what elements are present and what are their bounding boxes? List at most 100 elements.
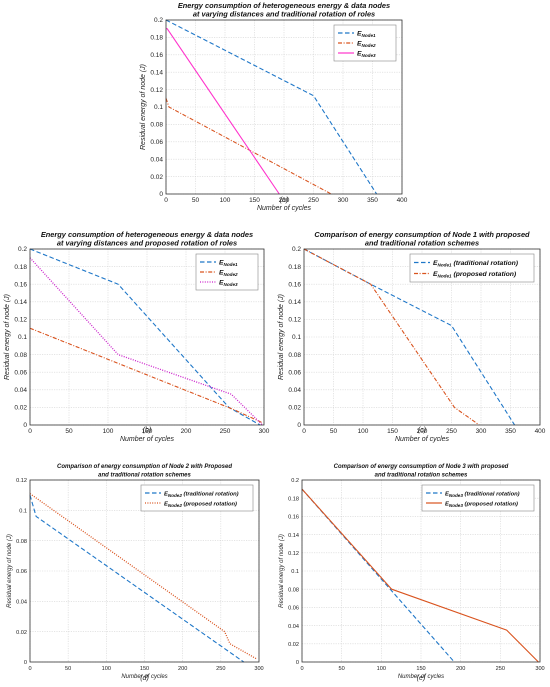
legend-label: ENode2 — [357, 40, 376, 48]
series-line-2 — [29, 327, 262, 423]
y-axis-label: Residual energy of node (J) — [4, 294, 11, 380]
y-tick-label: 0.02 — [16, 630, 27, 636]
y-tick-label: 0 — [23, 422, 27, 429]
y-tick-label: 0.1 — [154, 104, 163, 111]
y-tick-label: 0.02 — [288, 642, 299, 648]
chart-panel-e: 0 50 100 150 200 250 300 0 0.02 0.04 0.06 0.08 0.1 0.… — [279, 464, 545, 682]
x-tick-label: 300 — [535, 666, 544, 672]
panel-caption: (b) — [143, 427, 152, 434]
y-tick-label: 0.2 — [291, 478, 299, 484]
x-tick-label: 200 — [417, 428, 428, 435]
series-line-2 — [301, 488, 539, 663]
y-tick-label: 0.12 — [16, 478, 27, 484]
x-tick-label: 100 — [377, 666, 386, 672]
y-tick-label: 0.1 — [19, 509, 27, 515]
x-tick-label: 300 — [254, 666, 263, 672]
y-tick-label: 0.04 — [16, 600, 27, 606]
x-tick-label: 300 — [338, 197, 349, 204]
y-tick-label: 0.06 — [150, 139, 163, 146]
legend-label: ENode3 — [357, 50, 376, 58]
series-line-1 — [303, 248, 516, 426]
y-tick-label: 0.02 — [150, 174, 163, 181]
y-tick-label: 0.04 — [288, 624, 299, 630]
x-axis-label: Number of cycles — [257, 205, 312, 212]
x-tick-label: 200 — [178, 666, 187, 672]
x-tick-label: 50 — [65, 666, 71, 672]
x-tick-label: 100 — [358, 428, 369, 435]
chart-subtitle: and traditional rotation schemes — [365, 239, 479, 248]
y-tick-label: 0.1 — [291, 569, 299, 575]
x-tick-label: 250 — [308, 197, 319, 204]
x-tick-label: 100 — [102, 666, 111, 672]
axes-frame — [303, 248, 541, 426]
x-tick-label: 250 — [220, 428, 231, 435]
x-tick-label: 150 — [387, 428, 398, 435]
y-tick-label: 0.04 — [14, 387, 27, 394]
x-tick-label: 200 — [279, 197, 290, 204]
x-tick-label: 0 — [164, 197, 168, 204]
legend: ENode2 (traditional rotation) ENode2 (pro… — [140, 484, 254, 512]
y-tick-label: 0 — [297, 422, 301, 429]
legend: ENode1 ENode2 ENode3 — [195, 253, 259, 291]
y-tick-label: 0.1 — [18, 334, 27, 341]
y-tick-label: 0 — [24, 660, 27, 666]
y-tick-label: 0.16 — [288, 515, 299, 521]
x-tick-label: 50 — [65, 428, 73, 435]
x-tick-label: 50 — [330, 428, 338, 435]
y-tick-label: 0.12 — [150, 87, 163, 94]
x-tick-label: 0 — [300, 666, 303, 672]
panel-caption: (e) — [417, 675, 426, 682]
x-tick-label: 250 — [496, 666, 505, 672]
y-tick-label: 0.06 — [14, 369, 27, 376]
legend-label: ENode3 (traditional rotation) — [445, 491, 520, 498]
chart-panel-c: 0 50 100 150 200 250 300 350 400 0 0.02 0.04 0.06 0.0… — [278, 230, 546, 443]
x-tick-label: 50 — [192, 197, 200, 204]
x-tick-label: 350 — [367, 197, 378, 204]
x-tick-label: 200 — [181, 428, 192, 435]
x-tick-label: 150 — [142, 428, 153, 435]
x-tick-label: 300 — [259, 428, 270, 435]
legend-label: ENode1 (proposed rotation) — [433, 271, 517, 279]
legend-label: ENode3 (proposed rotation) — [445, 501, 518, 508]
axes-frame — [165, 19, 403, 195]
legend-label: ENode1 — [357, 30, 376, 38]
y-tick-label: 0.06 — [288, 606, 299, 612]
y-tick-label: 0.08 — [150, 122, 163, 129]
y-tick-label: 0 — [159, 191, 163, 198]
x-tick-label: 0 — [28, 428, 32, 435]
legend-box — [409, 253, 535, 283]
series-line-2 — [29, 493, 258, 660]
x-tick-label: 250 — [446, 428, 457, 435]
chart-title: Energy consumption of heterogeneous ener… — [41, 230, 253, 239]
y-tick-label: 0.12 — [288, 551, 299, 557]
legend-label: ENode1 (traditional rotation) — [433, 260, 519, 268]
x-tick-label: 200 — [456, 666, 465, 672]
chart-panel-b: 0 50 100 150 200 250 300 0 0.02 0.04 0.06 0.08 0.1 0.… — [4, 230, 270, 443]
x-axis-label: Number of cycles — [120, 436, 175, 443]
x-tick-label: 300 — [476, 428, 487, 435]
axes-frame — [301, 479, 541, 663]
legend-box — [140, 484, 254, 512]
series-line-1 — [29, 495, 245, 663]
series-line-1 — [29, 248, 261, 426]
y-tick-label: 0.1 — [292, 334, 301, 341]
y-axis-label: Residual energy of node (J) — [140, 64, 147, 150]
y-tick-label: 0.08 — [288, 352, 301, 359]
y-tick-label: 0.14 — [150, 69, 163, 76]
legend-label: ENode2 (traditional rotation) — [164, 491, 239, 498]
y-axis-label: Residual energy of node (J) — [279, 534, 285, 608]
legend-label: ENode1 — [219, 259, 238, 267]
chart-title: Comparison of energy consumption of Node… — [334, 464, 509, 470]
y-tick-label: 0.14 — [288, 533, 299, 539]
y-tick-label: 0.08 — [16, 539, 27, 545]
legend-label: ENode3 — [219, 279, 238, 287]
chart-title: Energy consumption of heterogeneous ener… — [178, 1, 390, 10]
y-tick-label: 0.18 — [14, 264, 27, 271]
x-axis-label: Number of cycles — [398, 674, 444, 680]
y-tick-label: 0.08 — [14, 352, 27, 359]
chart-subtitle: at varying distances and proposed rotati… — [57, 239, 237, 248]
axes-frame — [29, 479, 260, 663]
legend: ENode3 (traditional rotation) ENode3 (pro… — [421, 484, 535, 512]
y-tick-label: 0.18 — [150, 35, 163, 42]
